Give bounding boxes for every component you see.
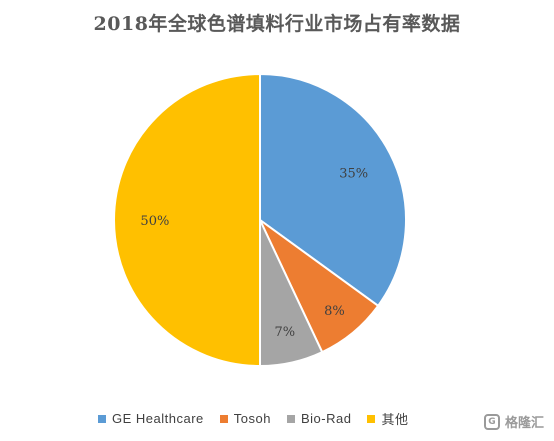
pie-slice-other xyxy=(113,72,261,368)
slice-label: 8% xyxy=(324,304,345,319)
gelonghui-logo-icon: G xyxy=(483,413,500,430)
pie-slice-ge-healthcare xyxy=(259,72,407,308)
legend-swatch xyxy=(286,414,295,423)
slice-label: 35% xyxy=(339,166,368,181)
pie-labels: 35% 8% 7% 50% xyxy=(140,166,368,340)
legend-item: Bio-Rad xyxy=(286,411,352,426)
legend-swatch xyxy=(98,414,106,423)
legend-label: GE Healthcare xyxy=(112,411,204,426)
watermark-text: 格隆汇 xyxy=(504,416,544,431)
legend-swatch xyxy=(219,414,228,423)
legend-label: Tosoh xyxy=(233,411,271,426)
slice-label: 50% xyxy=(140,214,169,229)
pie-slices xyxy=(113,72,407,368)
watermark: G 格隆汇 xyxy=(483,412,544,431)
slice-label: 7% xyxy=(275,325,296,340)
legend-item: GE Healthcare xyxy=(98,411,204,426)
legend-label: 其他 xyxy=(381,412,409,427)
chart-title: 2018年全球色谱填料行业市场占有率数据 xyxy=(93,13,461,35)
legend-item: 其他 xyxy=(367,409,408,428)
chart-legend: GE Healthcare Tosoh Bio-Rad 其他 xyxy=(98,409,408,428)
legend-item: Tosoh xyxy=(219,411,271,426)
legend-swatch xyxy=(367,414,376,423)
legend-label: Bio-Rad xyxy=(300,411,352,426)
